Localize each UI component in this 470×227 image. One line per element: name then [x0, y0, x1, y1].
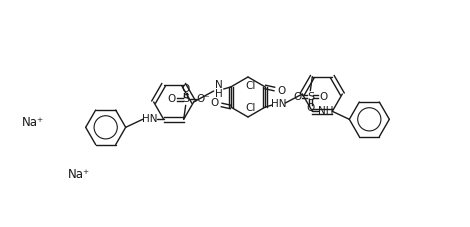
- Text: H: H: [215, 89, 223, 99]
- Text: HN: HN: [271, 99, 286, 109]
- Text: O⁻: O⁻: [197, 94, 211, 104]
- Text: N: N: [215, 80, 223, 90]
- Text: Cl: Cl: [246, 81, 256, 91]
- Text: O: O: [211, 98, 219, 108]
- Text: O: O: [293, 92, 301, 102]
- Text: S: S: [182, 94, 189, 104]
- Text: O: O: [277, 86, 285, 96]
- Text: HN: HN: [142, 114, 157, 124]
- Text: O: O: [319, 92, 328, 102]
- Text: O: O: [181, 84, 190, 94]
- Text: S: S: [307, 92, 314, 102]
- Text: Na⁺: Na⁺: [68, 168, 90, 182]
- Text: O: O: [167, 94, 176, 104]
- Text: Na⁺: Na⁺: [22, 116, 44, 129]
- Text: O: O: [306, 103, 314, 113]
- Text: NH: NH: [318, 106, 333, 116]
- Text: Cl: Cl: [246, 103, 256, 113]
